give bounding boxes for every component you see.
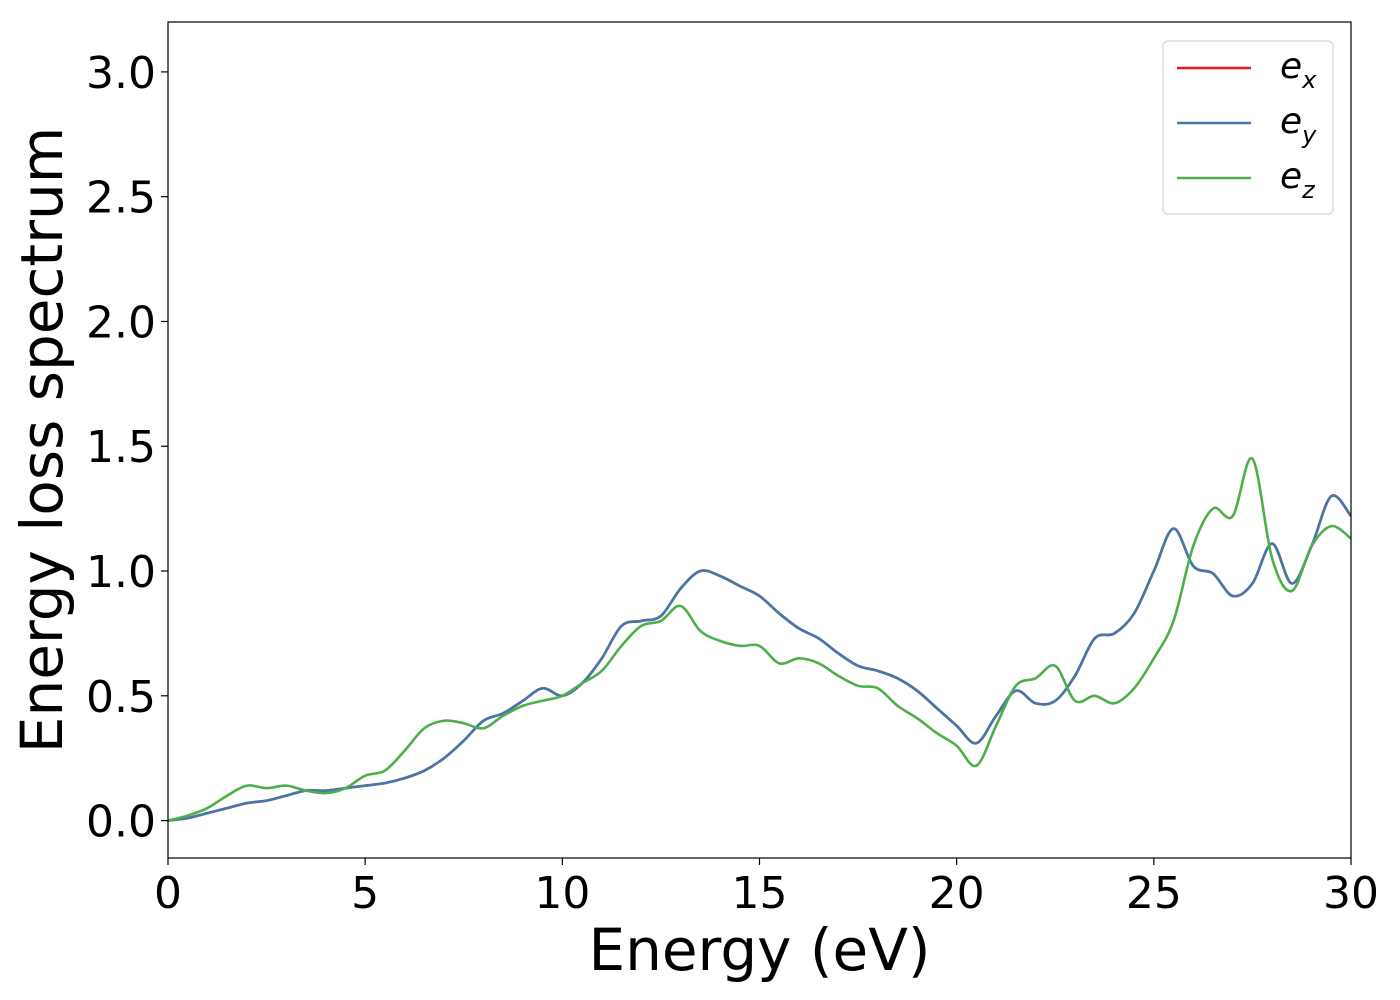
series-line-e-x: [168, 494, 1351, 822]
y-axis-label: Energy loss spectrum: [8, 127, 76, 753]
y-tick-label: 1.0: [86, 547, 156, 598]
x-tick-label: 15: [732, 868, 788, 919]
y-tick-label: 2.0: [86, 297, 156, 348]
x-tick-label: 25: [1126, 868, 1182, 919]
y-tick-label: 3.0: [86, 48, 156, 99]
y-axis-ticks: 0.0 0.5 1.0 1.5 2.0 2.5 3.0: [86, 48, 168, 848]
x-tick-label: 5: [351, 868, 379, 919]
legend-box: [1162, 40, 1334, 215]
x-tick-label: 0: [154, 868, 182, 919]
series-line-e-z: [168, 457, 1351, 822]
legend-label-z: ez: [1280, 156, 1316, 204]
x-axis-label: Energy (eV): [588, 916, 930, 984]
legend-label-y: ey: [1280, 101, 1317, 149]
y-tick-label: 0.0: [86, 797, 156, 848]
legend-label-x: ex: [1280, 46, 1317, 94]
x-tick-label: 30: [1323, 868, 1379, 919]
x-tick-label: 10: [534, 868, 590, 919]
y-tick-label: 1.5: [86, 422, 156, 473]
x-tick-label: 20: [929, 868, 985, 919]
x-axis-ticks: 0 5 10 15 20 25 30: [154, 858, 1379, 919]
y-tick-label: 2.5: [86, 173, 156, 224]
series-layer: [168, 457, 1351, 822]
legend: ex ey ez: [1162, 40, 1334, 215]
series-line-e-y: [168, 494, 1351, 822]
y-tick-label: 0.5: [86, 672, 156, 723]
